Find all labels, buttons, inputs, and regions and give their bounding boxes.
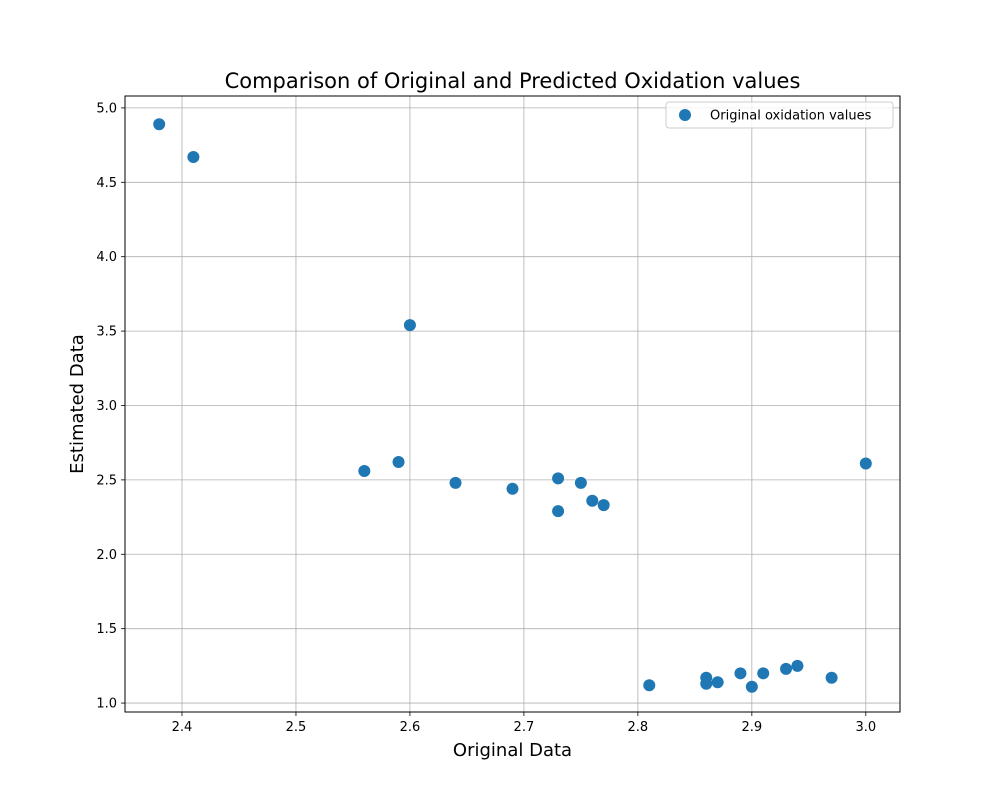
data-point [358,464,371,477]
data-point [597,499,610,512]
chart-title: Comparison of Original and Predicted Oxi… [225,69,801,93]
data-point [153,118,166,131]
x-tick-label: 2.8 [628,720,649,735]
y-tick-label: 3.5 [96,325,117,340]
x-tick-label: 2.6 [400,720,421,735]
data-point [859,457,872,470]
data-point [449,476,462,489]
data-point [734,667,747,680]
data-point [745,680,758,693]
legend: Original oxidation values [665,101,894,129]
x-tick-label: 2.4 [172,720,193,735]
data-point [574,476,587,489]
data-point [187,151,200,164]
data-point [392,456,405,469]
y-axis-label: Estimated Data [67,334,88,474]
y-tick-label: 1.0 [96,697,117,712]
y-tick-label: 5.0 [96,101,117,116]
x-tick-label: 2.5 [286,720,307,735]
legend-label: Original oxidation values [710,109,872,124]
y-tick-label: 1.5 [96,622,117,637]
data-point [643,679,656,692]
data-point [825,671,838,684]
data-point [757,667,770,680]
data-point [552,505,565,518]
data-point [780,662,793,675]
y-tick-label: 2.0 [96,548,117,563]
grid-lines [125,96,900,712]
x-tick-label: 2.7 [514,720,535,735]
plot-frame [124,95,901,713]
axis-ticks: 2.4 2.5 2.6 2.7 2.8 2.9 3.0 1.0 1.5 2.0 2.5 3.0 3.5 4… [96,101,876,735]
x-axis-label: Original Data [453,740,572,761]
data-point [403,319,416,332]
legend-box [665,101,894,129]
data-point [586,494,599,507]
y-tick-label: 4.5 [96,176,117,191]
data-point [700,677,713,690]
legend-marker [679,109,691,121]
data-points [153,118,872,693]
x-tick-label: 3.0 [855,720,876,735]
data-point [791,659,804,672]
data-point [711,676,724,689]
x-tick-label: 2.9 [741,720,762,735]
y-tick-label: 3.0 [96,399,117,414]
data-point [506,482,519,495]
data-point [552,472,565,485]
y-tick-label: 2.5 [96,473,117,488]
y-tick-label: 4.0 [96,250,117,265]
